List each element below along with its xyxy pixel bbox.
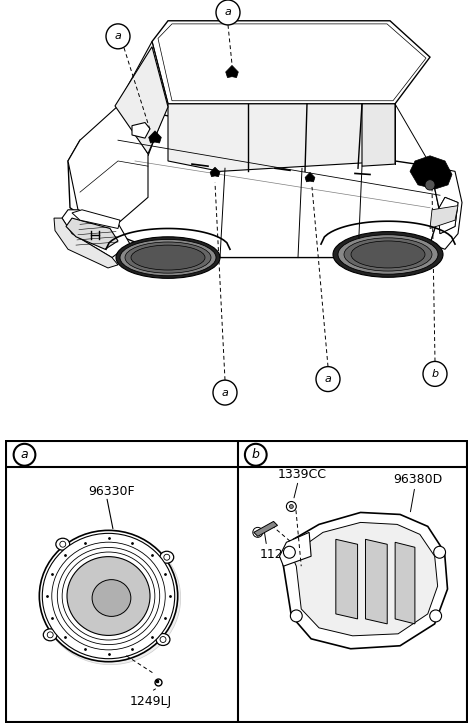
Polygon shape	[149, 131, 161, 143]
Circle shape	[316, 366, 340, 392]
Circle shape	[245, 443, 267, 466]
Circle shape	[430, 610, 442, 622]
Polygon shape	[305, 172, 315, 182]
Text: a: a	[21, 449, 28, 461]
Polygon shape	[54, 218, 118, 268]
Circle shape	[283, 546, 295, 558]
Text: b: b	[252, 449, 260, 461]
Polygon shape	[132, 123, 150, 138]
Text: 1125KC: 1125KC	[260, 547, 307, 561]
Polygon shape	[226, 65, 238, 78]
Ellipse shape	[344, 238, 432, 271]
Circle shape	[287, 502, 296, 512]
Circle shape	[164, 554, 170, 561]
Text: b: b	[431, 369, 438, 379]
Polygon shape	[362, 104, 395, 166]
Ellipse shape	[39, 531, 178, 662]
Ellipse shape	[44, 629, 57, 640]
Ellipse shape	[351, 241, 425, 268]
Polygon shape	[68, 106, 440, 257]
Ellipse shape	[67, 557, 150, 635]
Circle shape	[423, 361, 447, 386]
Text: 96380D: 96380D	[393, 473, 442, 486]
Ellipse shape	[57, 547, 160, 645]
Polygon shape	[118, 41, 168, 156]
Ellipse shape	[120, 239, 216, 276]
Ellipse shape	[62, 552, 155, 640]
Polygon shape	[254, 521, 278, 537]
Polygon shape	[66, 218, 118, 249]
Polygon shape	[438, 197, 458, 233]
Polygon shape	[430, 206, 458, 228]
Text: a: a	[114, 31, 122, 41]
Ellipse shape	[125, 242, 211, 273]
Polygon shape	[168, 104, 395, 172]
Circle shape	[14, 443, 35, 466]
Circle shape	[434, 546, 446, 558]
Ellipse shape	[333, 232, 443, 277]
Ellipse shape	[338, 235, 438, 274]
Ellipse shape	[40, 531, 181, 664]
Polygon shape	[210, 167, 220, 177]
Ellipse shape	[156, 633, 170, 646]
Polygon shape	[366, 539, 387, 624]
Text: 1249LJ: 1249LJ	[130, 695, 172, 708]
Circle shape	[213, 380, 237, 405]
Polygon shape	[280, 532, 311, 566]
Ellipse shape	[116, 237, 220, 278]
Ellipse shape	[42, 534, 175, 659]
Circle shape	[160, 637, 166, 643]
Ellipse shape	[131, 245, 205, 270]
Circle shape	[216, 0, 240, 25]
Polygon shape	[62, 210, 130, 257]
Ellipse shape	[160, 551, 174, 563]
Circle shape	[106, 24, 130, 49]
Circle shape	[289, 505, 293, 508]
Polygon shape	[395, 542, 415, 624]
Circle shape	[253, 527, 263, 537]
Text: 1339CC: 1339CC	[278, 468, 327, 481]
Circle shape	[425, 180, 435, 190]
Polygon shape	[281, 513, 447, 648]
Text: a: a	[324, 374, 332, 384]
Polygon shape	[68, 106, 148, 223]
Polygon shape	[438, 197, 458, 233]
Ellipse shape	[52, 542, 165, 650]
Polygon shape	[115, 47, 168, 153]
Polygon shape	[72, 210, 120, 228]
Ellipse shape	[56, 538, 70, 550]
Circle shape	[290, 610, 302, 622]
Circle shape	[60, 541, 66, 547]
Ellipse shape	[92, 579, 131, 616]
Text: a: a	[225, 7, 231, 17]
Polygon shape	[158, 24, 426, 101]
Circle shape	[47, 632, 53, 638]
Polygon shape	[410, 156, 452, 189]
Polygon shape	[152, 21, 430, 104]
Polygon shape	[336, 539, 358, 619]
Polygon shape	[293, 523, 438, 636]
Text: a: a	[221, 387, 228, 398]
Text: 96330F: 96330F	[88, 485, 135, 498]
Polygon shape	[430, 166, 462, 249]
